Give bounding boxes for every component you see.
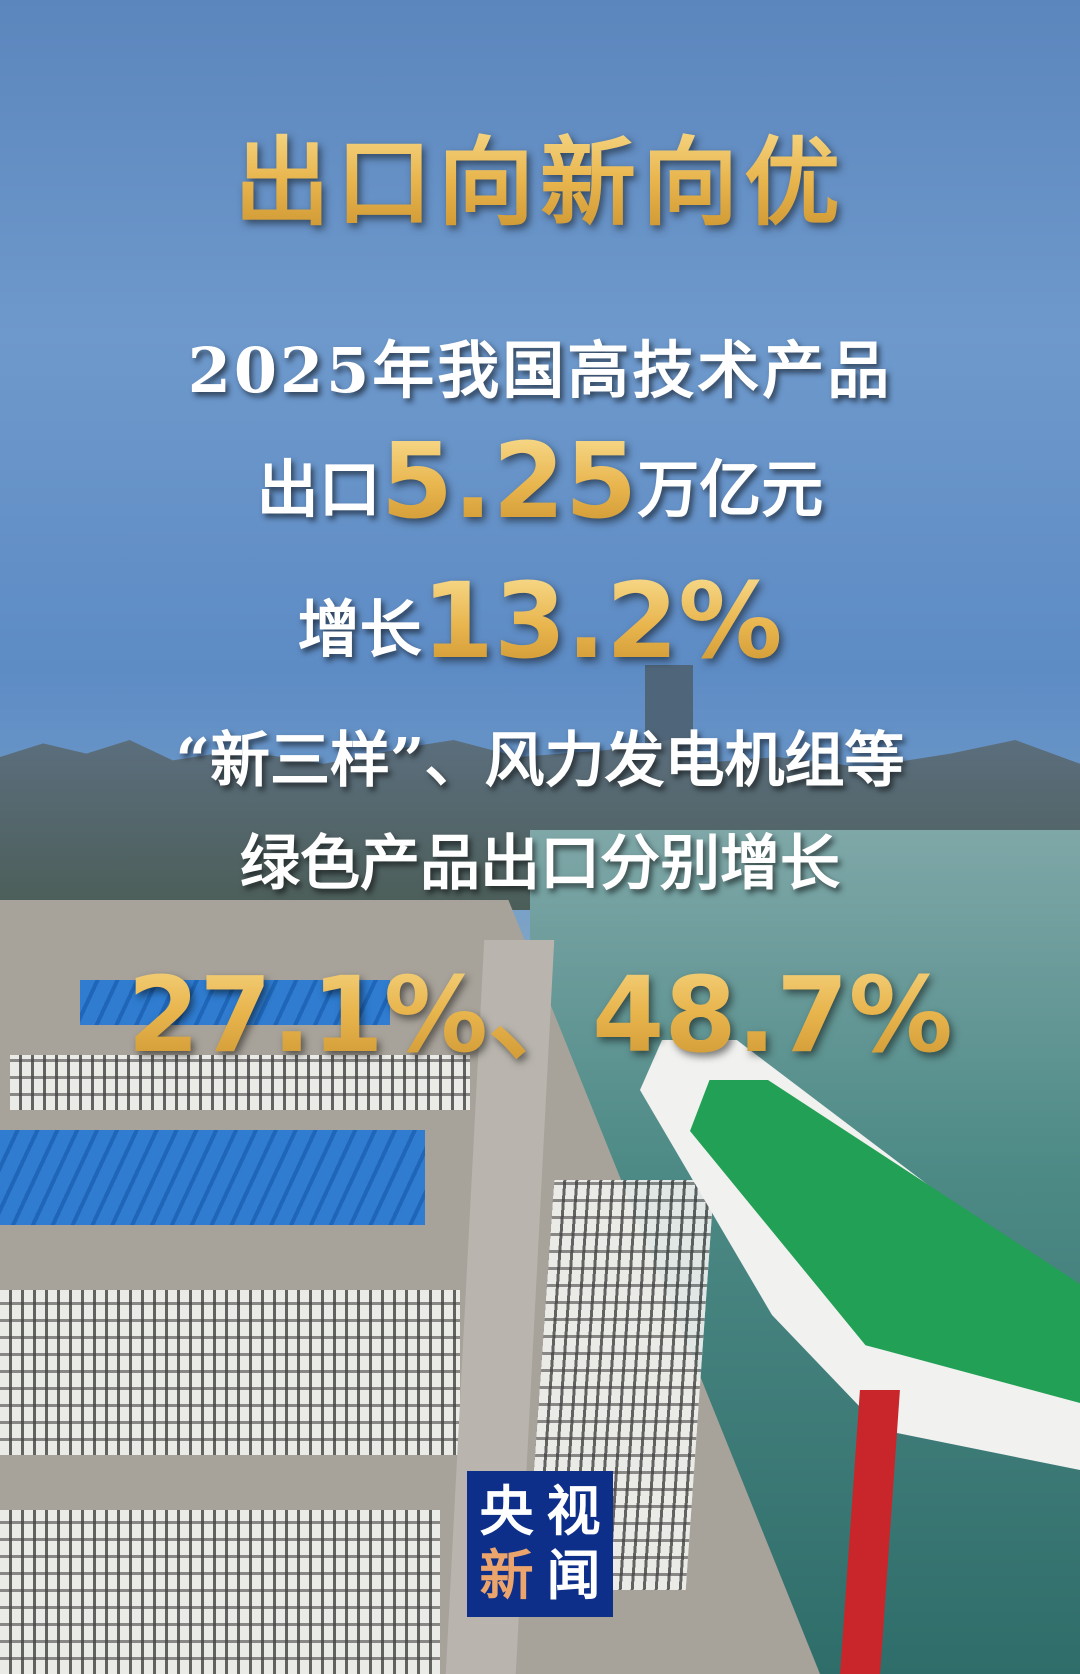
growth-label: 增长 <box>297 593 422 666</box>
headline-line-4: “新三样”、风力发电机组等 <box>175 726 905 796</box>
car-lot <box>0 1290 460 1455</box>
warehouse-roof <box>0 1130 425 1225</box>
car-lot <box>0 1510 440 1674</box>
export-label: 出口 <box>256 453 381 526</box>
export-value: 5.25 <box>380 420 638 542</box>
headline-line-2: 出口5.25万亿元 <box>0 420 1080 542</box>
warehouse-roof <box>80 980 390 1025</box>
green-growth-values: 27.1%、48.7% <box>0 930 1080 1081</box>
headline-line-3: 增长13.2% <box>0 560 1080 682</box>
poster-title: 出口向新向优 <box>0 105 1080 244</box>
headline-line-1: 2025年我国高技术产品 <box>187 334 893 407</box>
logo-char: 闻 <box>546 1544 601 1607</box>
growth-value: 13.2% <box>421 560 783 682</box>
logo-char: 视 <box>546 1480 601 1543</box>
logo-char: 新 <box>479 1544 534 1607</box>
car-lot <box>10 1055 470 1110</box>
cctv-news-logo: 央 视 新 闻 <box>467 1471 613 1617</box>
headline-line-5: 绿色产品出口分别增长 <box>240 829 840 899</box>
logo-char: 央 <box>479 1480 534 1543</box>
export-unit: 万亿元 <box>637 453 824 526</box>
